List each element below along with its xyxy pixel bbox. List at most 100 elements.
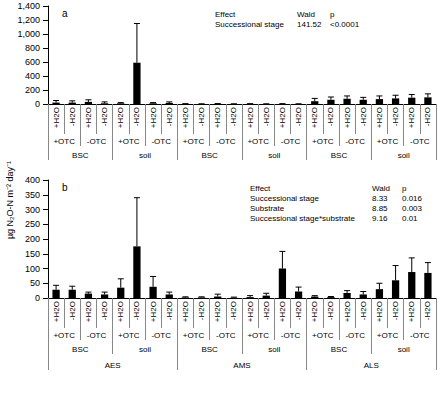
svg-text:a: a <box>62 8 68 19</box>
svg-text:Successional stage: Successional stage <box>250 194 319 203</box>
svg-text:-H2O: -H2O <box>423 107 432 126</box>
svg-text:-H2O: -H2O <box>132 301 141 320</box>
svg-text:BSC: BSC <box>331 345 348 354</box>
svg-text:AMS: AMS <box>233 361 250 370</box>
svg-text:+OTC: +OTC <box>312 137 334 146</box>
svg-text:-OTC: -OTC <box>410 331 430 340</box>
svg-text:-H2O: -H2O <box>391 301 400 320</box>
svg-text:+OTC: +OTC <box>118 331 140 340</box>
svg-text:600: 600 <box>25 57 40 67</box>
svg-text:+OTC: +OTC <box>377 331 399 340</box>
svg-text:-OTC: -OTC <box>281 331 301 340</box>
svg-text:+H2O: +H2O <box>213 301 222 322</box>
svg-text:150: 150 <box>25 249 40 259</box>
svg-text:soil: soil <box>139 151 151 160</box>
svg-text:-OTC: -OTC <box>281 137 301 146</box>
svg-text:+OTC: +OTC <box>183 331 205 340</box>
svg-text:Effect: Effect <box>215 10 236 19</box>
svg-text:Successional stage: Successional stage <box>215 20 284 29</box>
svg-text:+H2O: +H2O <box>116 107 125 128</box>
svg-text:-H2O: -H2O <box>262 301 271 320</box>
svg-text:1,000: 1,000 <box>17 29 40 39</box>
svg-text:-H2O: -H2O <box>100 107 109 126</box>
svg-text:-OTC: -OTC <box>410 137 430 146</box>
svg-text:p: p <box>330 10 335 19</box>
svg-text:-OTC: -OTC <box>216 137 236 146</box>
svg-text:0.003: 0.003 <box>402 204 423 213</box>
svg-text:ALS: ALS <box>364 361 379 370</box>
svg-text:AES: AES <box>105 361 121 370</box>
svg-text:-H2O: -H2O <box>326 107 335 126</box>
svg-text:-H2O: -H2O <box>359 107 368 126</box>
svg-text:soil: soil <box>139 345 151 354</box>
svg-text:+H2O: +H2O <box>246 301 255 322</box>
svg-text:-H2O: -H2O <box>359 301 368 320</box>
svg-text:141.52: 141.52 <box>297 20 322 29</box>
svg-text:-H2O: -H2O <box>100 301 109 320</box>
svg-text:+OTC: +OTC <box>247 331 269 340</box>
svg-text:+H2O: +H2O <box>246 107 255 128</box>
svg-text:+H2O: +H2O <box>343 107 352 128</box>
svg-text:p: p <box>402 184 407 193</box>
svg-text:-H2O: -H2O <box>229 301 238 320</box>
svg-text:200: 200 <box>25 85 40 95</box>
svg-text:-OTC: -OTC <box>87 331 107 340</box>
svg-text:+H2O: +H2O <box>310 301 319 322</box>
svg-text:800: 800 <box>25 43 40 53</box>
svg-text:<0.0001: <0.0001 <box>330 20 360 29</box>
svg-text:+H2O: +H2O <box>343 301 352 322</box>
svg-text:-H2O: -H2O <box>326 301 335 320</box>
svg-text:-H2O: -H2O <box>294 301 303 320</box>
svg-text:-H2O: -H2O <box>229 107 238 126</box>
svg-text:+H2O: +H2O <box>52 107 61 128</box>
svg-text:-H2O: -H2O <box>262 107 271 126</box>
svg-text:µg N₂O-N m⁻² day⁻¹: µg N₂O-N m⁻² day⁻¹ <box>5 161 15 239</box>
svg-text:-OTC: -OTC <box>345 331 365 340</box>
svg-text:+H2O: +H2O <box>84 107 93 128</box>
svg-text:8.85: 8.85 <box>372 204 388 213</box>
svg-text:+H2O: +H2O <box>149 301 158 322</box>
svg-text:-H2O: -H2O <box>294 107 303 126</box>
svg-text:-OTC: -OTC <box>87 137 107 146</box>
svg-text:+H2O: +H2O <box>407 301 416 322</box>
svg-text:+OTC: +OTC <box>312 331 334 340</box>
svg-text:350: 350 <box>25 190 40 200</box>
svg-text:8.33: 8.33 <box>372 194 388 203</box>
svg-text:-OTC: -OTC <box>216 331 236 340</box>
svg-text:Wald: Wald <box>297 10 315 19</box>
svg-text:+H2O: +H2O <box>149 107 158 128</box>
svg-text:0.01: 0.01 <box>402 214 418 223</box>
svg-text:-H2O: -H2O <box>68 301 77 320</box>
svg-text:0: 0 <box>35 293 40 303</box>
svg-text:-H2O: -H2O <box>132 107 141 126</box>
svg-text:+H2O: +H2O <box>407 107 416 128</box>
svg-text:9.16: 9.16 <box>372 214 388 223</box>
svg-text:+H2O: +H2O <box>278 301 287 322</box>
svg-text:+H2O: +H2O <box>181 301 190 322</box>
svg-text:b: b <box>62 182 68 193</box>
svg-text:-H2O: -H2O <box>197 301 206 320</box>
svg-text:-H2O: -H2O <box>68 107 77 126</box>
svg-text:+H2O: +H2O <box>375 301 384 322</box>
svg-text:Effect: Effect <box>250 184 271 193</box>
svg-text:250: 250 <box>25 219 40 229</box>
svg-text:+H2O: +H2O <box>278 107 287 128</box>
svg-text:50: 50 <box>30 278 40 288</box>
svg-text:+H2O: +H2O <box>213 107 222 128</box>
svg-text:+OTC: +OTC <box>118 137 140 146</box>
svg-text:+OTC: +OTC <box>183 137 205 146</box>
svg-text:+H2O: +H2O <box>52 301 61 322</box>
svg-text:-H2O: -H2O <box>197 107 206 126</box>
svg-text:-OTC: -OTC <box>151 331 171 340</box>
svg-text:soil: soil <box>268 345 280 354</box>
svg-text:+OTC: +OTC <box>53 137 75 146</box>
svg-text:300: 300 <box>25 205 40 215</box>
svg-text:-H2O: -H2O <box>391 107 400 126</box>
svg-text:+OTC: +OTC <box>247 137 269 146</box>
svg-text:0: 0 <box>35 99 40 109</box>
svg-text:+H2O: +H2O <box>375 107 384 128</box>
svg-text:+H2O: +H2O <box>181 107 190 128</box>
svg-text:200: 200 <box>25 234 40 244</box>
svg-text:BSC: BSC <box>331 151 348 160</box>
svg-text:0.016: 0.016 <box>402 194 423 203</box>
